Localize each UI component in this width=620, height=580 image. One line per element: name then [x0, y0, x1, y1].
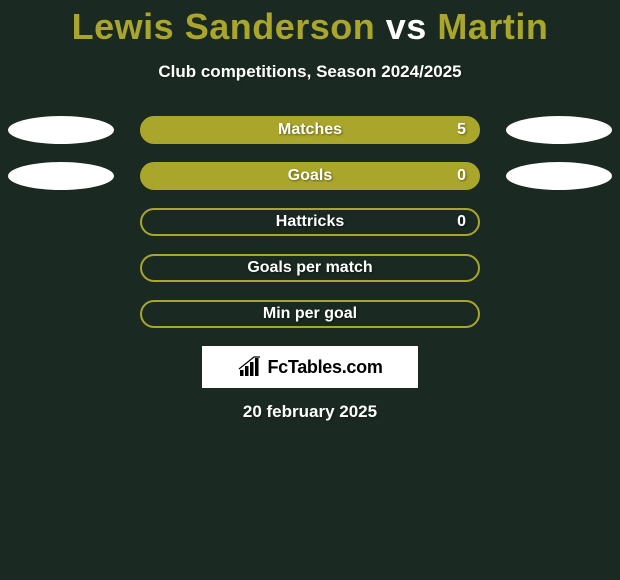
stat-bar: Min per goal — [140, 300, 480, 328]
footer-date: 20 february 2025 — [0, 402, 620, 422]
player1-name: Lewis Sanderson — [72, 6, 376, 47]
player2-marker — [506, 162, 612, 190]
stat-value: 0 — [457, 213, 466, 231]
stat-label: Matches — [278, 121, 342, 139]
stat-label: Goals per match — [247, 259, 372, 277]
player1-marker — [8, 116, 114, 144]
stat-row: Hattricks 0 — [0, 208, 620, 236]
stat-label: Hattricks — [276, 213, 344, 231]
stat-label: Min per goal — [263, 305, 357, 323]
stat-value: 0 — [457, 167, 466, 185]
player1-marker — [8, 162, 114, 190]
subtitle: Club competitions, Season 2024/2025 — [0, 62, 620, 82]
stat-row: Matches 5 — [0, 116, 620, 144]
stat-label: Goals — [288, 167, 332, 185]
stat-bar: Goals 0 — [140, 162, 480, 190]
stat-row: Goals per match — [0, 254, 620, 282]
vs-label: vs — [386, 6, 427, 47]
stat-row: Goals 0 — [0, 162, 620, 190]
stat-bar: Hattricks 0 — [140, 208, 480, 236]
comparison-card: Lewis Sanderson vs Martin Club competiti… — [0, 0, 620, 422]
stat-value: 5 — [457, 121, 466, 139]
bar-chart-icon — [237, 356, 263, 378]
stat-bar: Goals per match — [140, 254, 480, 282]
player2-name: Martin — [437, 6, 548, 47]
player2-marker — [506, 116, 612, 144]
stat-row: Min per goal — [0, 300, 620, 328]
page-title: Lewis Sanderson vs Martin — [0, 6, 620, 48]
stat-bar: Matches 5 — [140, 116, 480, 144]
brand-box: FcTables.com — [202, 346, 418, 388]
stats-list: Matches 5 Goals 0 Hattricks 0 Goals per match M… — [0, 116, 620, 328]
brand-text: FcTables.com — [267, 357, 382, 378]
